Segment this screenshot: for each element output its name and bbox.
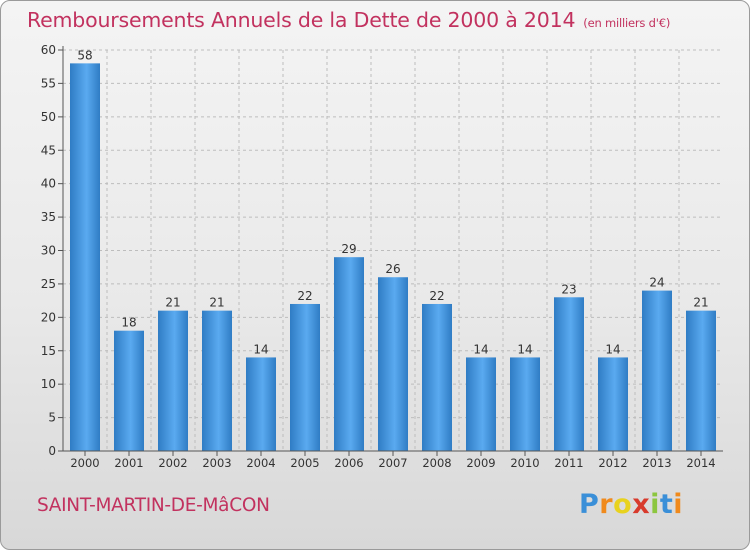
y-tick-label: 35 — [41, 210, 56, 224]
x-tick-label-2002: 2002 — [158, 456, 187, 470]
logo-letter: i — [650, 489, 660, 520]
bars — [70, 63, 716, 451]
logo-letter: o — [613, 489, 633, 520]
y-tick-label: 50 — [41, 110, 56, 124]
value-label-2003: 21 — [209, 296, 224, 310]
x-tick-label-2010: 2010 — [510, 456, 539, 470]
x-tick-label-2011: 2011 — [554, 456, 583, 470]
value-label-2002: 21 — [165, 296, 180, 310]
bar-2006 — [334, 257, 364, 451]
value-label-2009: 14 — [473, 342, 488, 356]
y-tick-label: 15 — [41, 344, 56, 358]
logo-letter: i — [673, 489, 684, 520]
bar-2000 — [70, 63, 100, 451]
labels: 0 5 10 15 20 25 30 35 40 45 50 55 60 58 2000 18 2001 21 20… — [41, 43, 716, 470]
bar-2008 — [422, 303, 452, 451]
y-tick-label: 20 — [41, 310, 56, 324]
proxiti-logo: Proxiti — [579, 489, 683, 520]
x-tick-label-2008: 2008 — [422, 456, 451, 470]
bar-2012 — [598, 357, 628, 451]
logo-letter: r — [599, 489, 614, 520]
x-tick-label-2007: 2007 — [378, 456, 407, 470]
value-label-2013: 24 — [649, 276, 664, 290]
x-tick-label-2005: 2005 — [290, 456, 319, 470]
y-tick-label: 40 — [41, 177, 56, 191]
value-label-2001: 18 — [121, 316, 136, 330]
value-label-2012: 14 — [605, 342, 620, 356]
x-tick-label-2004: 2004 — [246, 456, 275, 470]
x-tick-label-2012: 2012 — [598, 456, 627, 470]
logo-letter: x — [632, 489, 651, 520]
x-tick-label-2006: 2006 — [334, 456, 363, 470]
x-tick-label-2009: 2009 — [466, 456, 495, 470]
y-tick-label: 10 — [41, 377, 56, 391]
bar-2007 — [378, 277, 408, 451]
x-tick-label-2013: 2013 — [642, 456, 671, 470]
value-label-2006: 29 — [341, 242, 356, 256]
x-tick-label-2000: 2000 — [70, 456, 99, 470]
chart-title-unit: (en milliers d'€) — [583, 16, 671, 30]
bar-2004 — [246, 357, 276, 451]
chart-title: Remboursements Annuels de la Dette de 20… — [27, 8, 670, 32]
bar-2009 — [466, 357, 496, 451]
chart-title-text: Remboursements Annuels de la Dette de 20… — [27, 8, 576, 32]
value-label-2005: 22 — [297, 289, 312, 303]
axes — [58, 46, 723, 456]
bar-2002 — [158, 310, 188, 451]
commune-name: SAINT-MARTIN-DE-MâCON — [37, 495, 270, 516]
value-label-2008: 22 — [429, 289, 444, 303]
bar-2013 — [642, 290, 672, 451]
y-tick-label: 5 — [48, 411, 56, 425]
y-tick-label: 30 — [41, 244, 56, 258]
y-tick-label: 55 — [41, 76, 56, 90]
value-label-2010: 14 — [517, 342, 532, 356]
bar-2003 — [202, 310, 232, 451]
value-label-2011: 23 — [561, 282, 576, 296]
x-tick-label-2001: 2001 — [114, 456, 143, 470]
y-tick-label: 60 — [41, 43, 56, 57]
bar-2005 — [290, 303, 320, 451]
y-tick-label: 45 — [41, 143, 56, 157]
y-tick-label: 25 — [41, 277, 56, 291]
x-tick-label-2014: 2014 — [686, 456, 715, 470]
value-label-2004: 14 — [253, 342, 268, 356]
value-label-2007: 26 — [385, 262, 400, 276]
value-label-2000: 58 — [77, 48, 92, 62]
logo-letter: P — [579, 489, 600, 520]
bar-2010 — [510, 357, 540, 451]
value-label-2014: 21 — [693, 296, 708, 310]
logo-letter: t — [659, 489, 674, 520]
y-tick-label: 0 — [48, 444, 56, 458]
bar-2011 — [554, 297, 584, 451]
bar-2014 — [686, 310, 716, 451]
bar-2001 — [114, 330, 144, 451]
x-tick-label-2003: 2003 — [202, 456, 231, 470]
